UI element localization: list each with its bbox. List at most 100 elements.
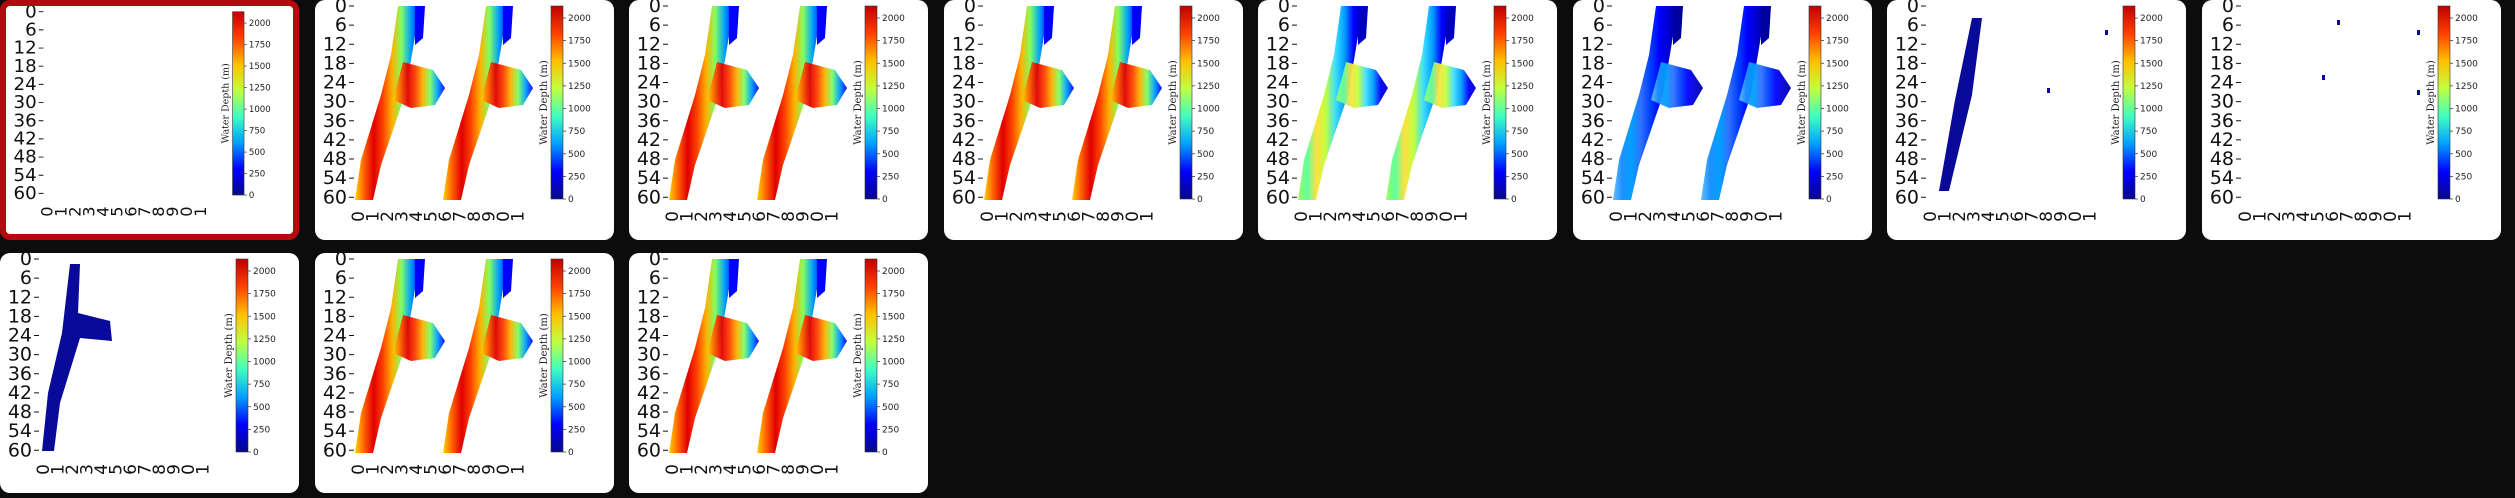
x-tick-label: 3 bbox=[1021, 211, 1041, 222]
depth-map-plot: 0612182430364248546001234567890120001750… bbox=[322, 253, 591, 475]
y-tick-label: 6 bbox=[334, 267, 346, 289]
y-tick-label: 30 bbox=[1580, 91, 1604, 113]
colorbar-tick-label: 750 bbox=[2140, 127, 2157, 137]
depth-region bbox=[729, 259, 739, 298]
plot-thumbnail[interactable]: 0 6 12 18 24 30 36 42 48 54 60 0 1 2 3 4 5 6 7 8 9 0 1 2000 1750… bbox=[314, 0, 614, 240]
depth-map-plot: 0612182430364248546001234567890120001750… bbox=[1580, 0, 1849, 222]
x-tick-label: 1 bbox=[992, 211, 1012, 222]
colorbar-tick-label: 1000 bbox=[249, 105, 271, 115]
x-tick-label: 5 bbox=[421, 211, 441, 222]
depth-region bbox=[1700, 6, 1766, 200]
y-tick-label: 42 bbox=[8, 382, 32, 404]
depth-region bbox=[1358, 6, 1368, 45]
x-tick-label: 6 bbox=[121, 464, 141, 475]
colorbar-tick-label: 1000 bbox=[882, 105, 905, 115]
x-tick-label: 9 bbox=[1423, 211, 1443, 222]
x-tick-label: 1 bbox=[508, 464, 528, 475]
x-tick-label: 5 bbox=[1365, 211, 1385, 222]
colorbar bbox=[2437, 5, 2450, 200]
y-tick-label: 54 bbox=[1895, 167, 1919, 189]
plot-thumbnail[interactable]: 0 6 12 18 24 30 36 42 48 54 60 0 1 2 3 4 5 6 7 8 9 0 1 2000 1750… bbox=[314, 253, 614, 493]
plot-thumbnail[interactable]: 0 6 12 18 24 30 36 42 48 54 60 0 1 2 3 4 5 6 7 8 9 0 1 2000 1750… bbox=[0, 0, 299, 240]
colorbar-tick-label: 0 bbox=[882, 448, 888, 458]
colorbar-tick-label: 500 bbox=[2140, 150, 2157, 160]
colorbar-tick-label: 1000 bbox=[2140, 105, 2163, 115]
y-tick-label: 12 bbox=[637, 33, 661, 55]
x-tick-label: 8 bbox=[150, 464, 170, 475]
x-tick-label: 8 bbox=[2352, 211, 2372, 222]
x-tick-label: 2 bbox=[1007, 211, 1027, 222]
colorbar bbox=[232, 11, 245, 196]
y-tick-label: 0 bbox=[20, 253, 32, 270]
y-tick-label: 48 bbox=[322, 401, 346, 423]
y-tick-label: 12 bbox=[1266, 33, 1290, 55]
depth-region bbox=[2321, 75, 2325, 80]
colorbar-tick-label: 500 bbox=[882, 403, 899, 413]
x-tick-label: 6 bbox=[436, 464, 456, 475]
plot-thumbnail[interactable]: 0 6 12 18 24 30 36 42 48 54 60 0 1 2 3 4 5 6 7 8 9 0 1 2000 1750… bbox=[2201, 0, 2501, 240]
x-tick-label: 5 bbox=[1994, 211, 2014, 222]
colorbar-tick-label: 500 bbox=[568, 150, 585, 160]
colorbar-tick-label: 1750 bbox=[1511, 37, 1534, 47]
depth-region bbox=[1760, 6, 1771, 45]
plot-thumbnail[interactable]: 0 6 12 18 24 30 36 42 48 54 60 0 1 2 3 4 5 6 7 8 9 0 1 2000 1750… bbox=[1887, 0, 2186, 240]
x-tick-label: 4 bbox=[2294, 211, 2314, 222]
colorbar-title: Water Depth (m) bbox=[224, 313, 235, 398]
x-tick-label: 9 bbox=[479, 211, 499, 222]
x-tick-label: 0 bbox=[1292, 211, 1312, 222]
x-tick-label: 0 bbox=[2381, 211, 2401, 222]
depth-region bbox=[1109, 62, 1162, 108]
y-tick-label: 42 bbox=[322, 129, 346, 151]
x-tick-label: 1 bbox=[194, 464, 214, 475]
depth-region bbox=[707, 62, 759, 108]
plot-thumbnail[interactable]: 0 6 12 18 24 30 36 42 48 54 60 0 1 2 3 4 5 6 7 8 9 0 1 2000 1750… bbox=[0, 253, 299, 493]
plot-thumbnail[interactable]: 0 6 12 18 24 30 36 42 48 54 60 0 1 2 3 4 5 6 7 8 9 0 1 2000 1750… bbox=[943, 0, 1243, 240]
colorbar-tick-label: 1750 bbox=[882, 290, 905, 300]
colorbar-tick-label: 1750 bbox=[253, 290, 276, 300]
x-tick-label: 5 bbox=[1679, 211, 1699, 222]
y-tick-label: 12 bbox=[951, 33, 975, 55]
colorbar-tick-label: 250 bbox=[568, 172, 585, 182]
y-tick-label: 60 bbox=[322, 186, 346, 208]
depth-region bbox=[354, 259, 420, 453]
colorbar-tick-label: 1000 bbox=[568, 358, 591, 368]
depth-map-plot: 0612182430364248546001234567890120001750… bbox=[637, 0, 905, 222]
colorbar-tick-label: 250 bbox=[882, 172, 899, 182]
y-tick-label: 60 bbox=[8, 439, 32, 461]
colorbar-tick-label: 1000 bbox=[253, 358, 276, 368]
plot-thumbnail[interactable]: 0 6 12 18 24 30 36 42 48 54 60 0 1 2 3 4 5 6 7 8 9 0 1 2000 1750… bbox=[1258, 0, 1557, 240]
x-tick-label: 7 bbox=[1079, 211, 1099, 222]
colorbar-tick-label: 1500 bbox=[2140, 59, 2163, 69]
x-tick-label: 1 bbox=[1936, 211, 1956, 222]
colorbar-title: Water Depth (m) bbox=[853, 60, 864, 145]
plot-thumbnail[interactable]: 0 6 12 18 24 30 36 42 48 54 60 0 1 2 3 4 5 6 7 8 9 0 1 2000 1750… bbox=[629, 253, 928, 493]
y-tick-label: 6 bbox=[334, 14, 346, 36]
x-tick-label: 9 bbox=[2366, 211, 2386, 222]
x-tick-label: 8 bbox=[1094, 211, 1114, 222]
colorbar-tick-label: 250 bbox=[568, 425, 585, 435]
colorbar-tick-label: 1500 bbox=[568, 59, 591, 69]
depth-region bbox=[1672, 6, 1683, 45]
x-tick-label: 4 bbox=[1350, 211, 1370, 222]
plot-thumbnail[interactable]: 0 6 12 18 24 30 36 42 48 54 60 0 1 2 3 4 5 6 7 8 9 0 1 2000 1750… bbox=[1572, 0, 1872, 240]
y-tick-label: 0 bbox=[963, 0, 975, 17]
x-tick-label: 5 bbox=[1050, 211, 1070, 222]
y-tick-label: 48 bbox=[322, 148, 346, 170]
colorbar-tick-label: 1000 bbox=[1826, 105, 1849, 115]
x-tick-label: 1 bbox=[1137, 211, 1157, 222]
colorbar-tick-label: 1750 bbox=[249, 40, 271, 50]
x-tick-label: 3 bbox=[392, 464, 412, 475]
x-tick-label: 2 bbox=[1636, 211, 1656, 222]
colorbar-tick-label: 0 bbox=[2455, 195, 2461, 205]
plot-thumbnail[interactable]: 0 6 12 18 24 30 36 42 48 54 60 0 1 2 3 4 5 6 7 8 9 0 1 2000 1750… bbox=[629, 0, 928, 240]
x-tick-label: 3 bbox=[2279, 211, 2299, 222]
depth-region bbox=[795, 62, 847, 108]
colorbar-tick-label: 1250 bbox=[882, 82, 905, 92]
x-tick-label: 4 bbox=[407, 211, 427, 222]
colorbar-title: Water Depth (m) bbox=[853, 313, 864, 398]
x-tick-label: 9 bbox=[165, 464, 185, 475]
x-tick-label: 4 bbox=[721, 211, 741, 222]
x-tick-label: 7 bbox=[136, 464, 156, 475]
y-tick-label: 12 bbox=[1895, 33, 1919, 55]
